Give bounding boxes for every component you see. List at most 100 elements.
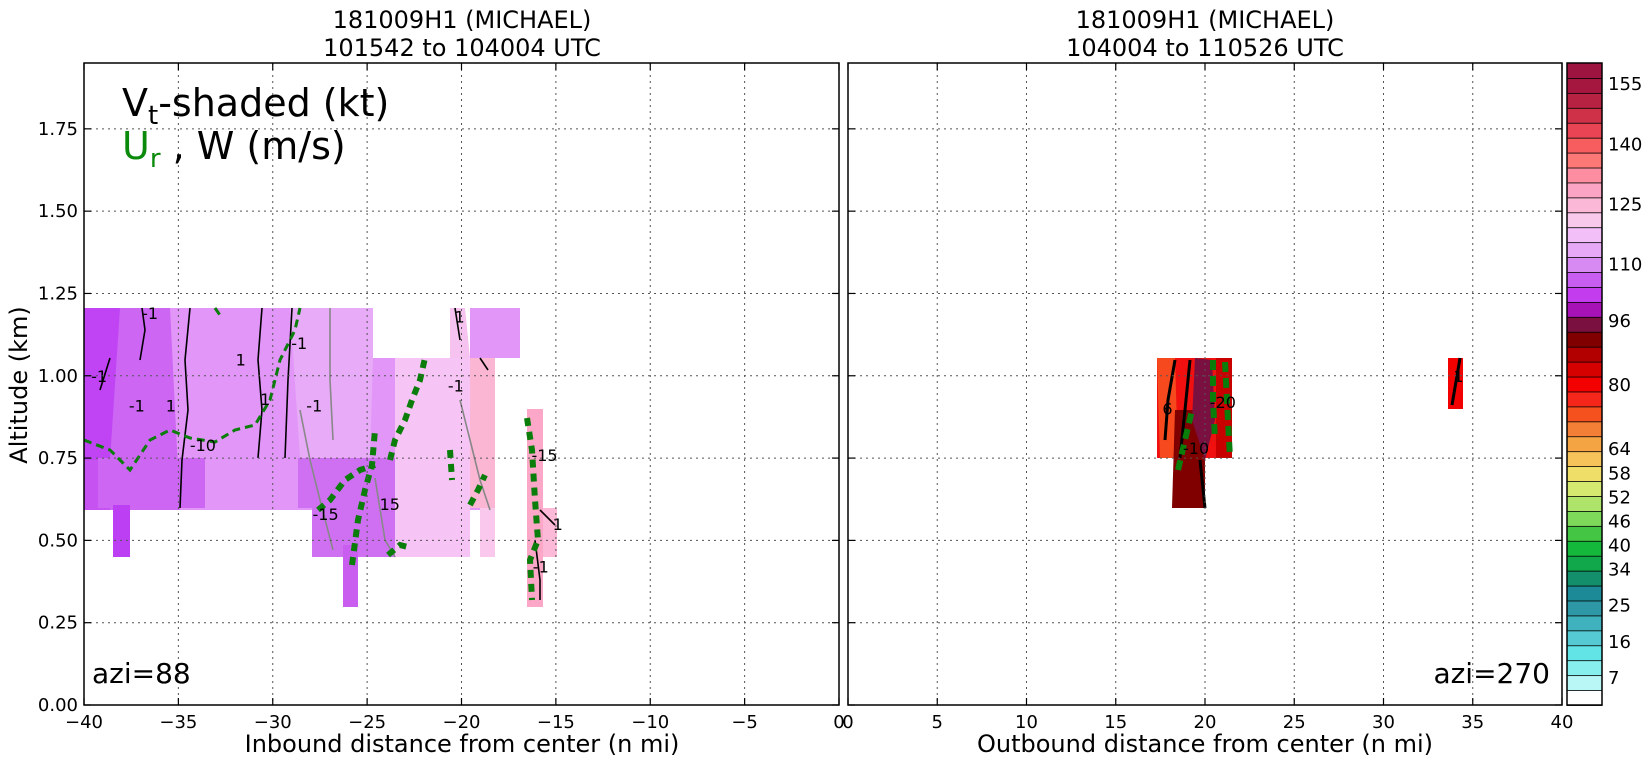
right-shaded-field (1157, 357, 1463, 509)
colorbar-segment (1566, 465, 1603, 482)
colorbar-segment (1566, 346, 1603, 363)
left-x-axis-label: Inbound distance from center (n mi) (245, 730, 680, 758)
colorbar-segment (1566, 450, 1603, 468)
colorbar-segment (1566, 271, 1603, 288)
colorbar-segment (1566, 585, 1603, 602)
right-title-line2: 104004 to 110526 UTC (1066, 34, 1344, 62)
colorbar-segment (1566, 600, 1603, 617)
colorbar-segment (1566, 137, 1603, 154)
x-tick-label: 15 (1104, 712, 1127, 733)
colorbar-segment (1566, 435, 1603, 453)
colorbar-tick-label: 125 (1608, 194, 1642, 215)
colorbar-segment (1566, 226, 1603, 244)
colorbar-segment (1566, 525, 1603, 542)
colorbar-segment (1566, 92, 1603, 109)
colorbar-segment (1566, 211, 1603, 229)
colorbar-tick-label: 52 (1608, 487, 1631, 508)
colorbar-segment (1566, 256, 1603, 273)
x-tick-label: 40 (1551, 712, 1574, 733)
contour-label: -1 (142, 304, 158, 323)
legend-ur-text: , W (m/s) (161, 124, 346, 168)
colorbar-segment (1566, 62, 1603, 79)
colorbar-segment (1566, 659, 1603, 677)
colorbar-segment (1566, 615, 1603, 632)
colorbar-segments (1566, 62, 1603, 706)
left-title-line2: 101542 to 104004 UTC (323, 34, 601, 62)
x-tick-label: −30 (254, 712, 292, 733)
contour-label: 1 (260, 390, 270, 409)
contour-label: -1 (533, 558, 549, 577)
x-tick-label: 0 (842, 712, 853, 733)
contour-label: 6 (1162, 400, 1172, 419)
colorbar-segment (1566, 391, 1603, 408)
left-x-tick-labels: −40 −35 −30 −25 −20 −15 −10 −5 0 (65, 712, 845, 733)
colorbar-segment (1566, 241, 1603, 258)
contour-label: 15 (380, 495, 400, 514)
colorbar-tick-label: 16 (1608, 632, 1631, 653)
y-tick-label: 0.00 (38, 695, 78, 716)
colorbar-segment (1566, 674, 1603, 691)
colorbar-tick-label: 140 (1608, 134, 1642, 155)
colorbar-segment (1566, 331, 1603, 348)
left-panel: 181009H1 (MICHAEL) 101542 to 104004 UTC (5, 6, 845, 758)
right-azimuth-annotation: azi=270 (1433, 657, 1550, 690)
x-tick-label: 5 (932, 712, 943, 733)
colorbar-segment (1566, 301, 1603, 318)
right-panel: 181009H1 (MICHAEL) 104004 to 110526 UTC … (842, 6, 1573, 758)
y-tick-label: 0.75 (38, 448, 78, 469)
x-tick-label: −15 (537, 712, 575, 733)
colorbar-segment (1566, 689, 1603, 706)
y-tick-label: 1.75 (38, 119, 78, 140)
colorbar-segment (1566, 122, 1603, 139)
legend-vt-text: -shaded (kt) (158, 81, 389, 125)
colorbar-tick-label: 110 (1608, 255, 1642, 276)
y-axis-label: Altitude (km) (5, 306, 33, 463)
contour-label: 1 (1453, 367, 1463, 386)
left-shaded-field (84, 307, 557, 607)
colorbar-segment (1566, 361, 1603, 378)
colorbar-segment (1566, 77, 1603, 94)
legend-ur-symbol: U (122, 124, 150, 168)
contour-label: -20 (1210, 393, 1236, 412)
y-tick-label: 1.00 (38, 366, 78, 387)
contour-label: 1 (166, 396, 176, 415)
legend-vt-line: Vt-shaded (kt) (122, 81, 389, 131)
y-tick-label: 1.25 (38, 283, 78, 304)
colorbar-frame (1566, 62, 1603, 706)
colorbar-segment (1566, 495, 1603, 512)
left-contour-labels: -1 -1 1 -1 1 1 -1 -1 -10 -15 15 1 -1 -15 1 -1 (91, 304, 563, 577)
colorbar-segment (1566, 152, 1603, 169)
contour-label: -1 (91, 367, 107, 386)
x-tick-label: −10 (631, 712, 669, 733)
colorbar-tick-label: 64 (1608, 439, 1631, 460)
x-tick-label: −25 (348, 712, 386, 733)
colorbar-tick-label: 58 (1608, 463, 1631, 484)
left-axes-frame (83, 62, 840, 706)
legend-ur-subscript: r (150, 144, 161, 174)
left-y-tick-labels: 0.00 0.25 0.50 0.75 1.00 1.25 1.50 1.75 (38, 119, 78, 716)
colorbar-segment (1566, 196, 1603, 214)
colorbar-tick-label: 7 (1608, 668, 1619, 689)
x-tick-label: −5 (731, 712, 758, 733)
colorbar-segment (1566, 286, 1603, 303)
left-azimuth-annotation: azi=88 (92, 657, 191, 690)
legend-ur-line: Ur , W (m/s) (122, 124, 346, 174)
contour-label: -10 (190, 436, 216, 455)
y-tick-label: 1.50 (38, 201, 78, 222)
colorbar-segment (1566, 540, 1603, 557)
contour-label: -15 (531, 446, 557, 465)
right-x-axis-label: Outbound distance from center (n mi) (977, 730, 1433, 758)
colorbar-tick-label: 46 (1608, 511, 1631, 532)
colorbar-segment (1566, 107, 1603, 124)
x-tick-label: 10 (1015, 712, 1038, 733)
contour-label: 1 (553, 515, 563, 534)
x-tick-label: 25 (1283, 712, 1306, 733)
contour-label: -1 (448, 377, 464, 396)
y-tick-label: 0.25 (38, 613, 78, 634)
colorbar: 7 16 25 34 40 46 52 58 64 80 96 110 125 140 155 (1566, 62, 1642, 706)
x-tick-label: −35 (159, 712, 197, 733)
colorbar-segment (1566, 570, 1603, 587)
right-grid (847, 63, 1563, 706)
colorbar-segment (1566, 510, 1603, 527)
x-tick-label: 20 (1194, 712, 1217, 733)
